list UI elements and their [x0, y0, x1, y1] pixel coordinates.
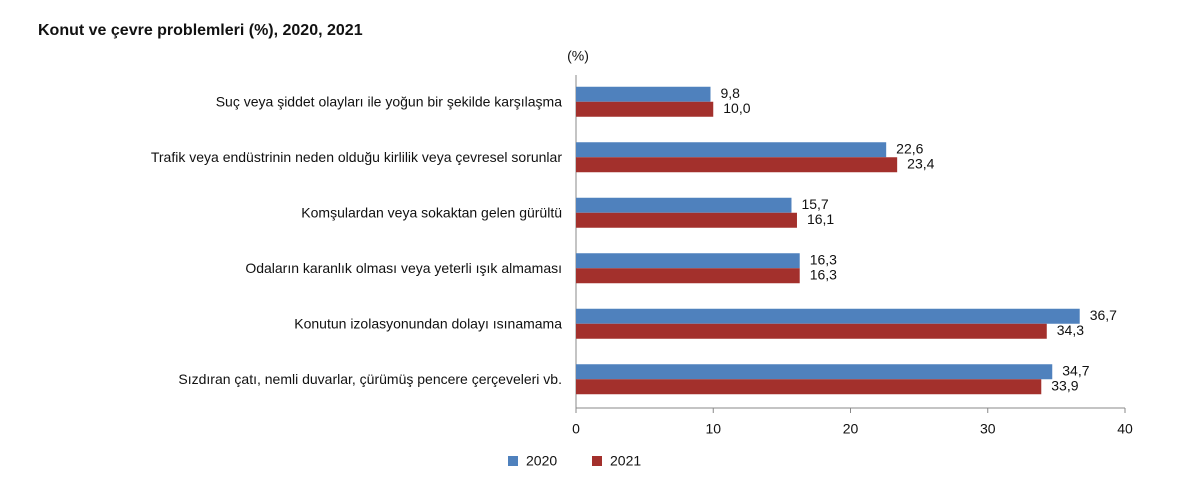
bar — [576, 268, 800, 284]
legend-label: 2021 — [610, 453, 641, 469]
legend-label: 2020 — [526, 453, 557, 469]
x-tick-label: 20 — [843, 421, 859, 437]
bar — [576, 101, 714, 117]
value-label: 9,8 — [721, 85, 741, 101]
bar — [576, 212, 797, 228]
x-tick-label: 40 — [1117, 421, 1133, 437]
bar — [576, 157, 898, 173]
value-label: 36,7 — [1090, 307, 1117, 323]
x-tick-label: 10 — [705, 421, 721, 437]
category-label: Komşulardan veya sokaktan gelen gürültü — [301, 204, 562, 220]
category-label: Sızdıran çatı, nemli duvarlar, çürümüş p… — [178, 371, 562, 387]
value-label: 23,4 — [907, 155, 934, 171]
value-label: 33,9 — [1051, 377, 1078, 393]
category-label: Konutun izolasyonundan dolayı ısınamama — [294, 315, 562, 331]
value-label: 22,6 — [896, 140, 923, 156]
value-label: 34,3 — [1057, 322, 1084, 338]
value-label: 16,3 — [810, 251, 837, 267]
value-label: 34,7 — [1062, 362, 1089, 378]
category-label: Trafik veya endüstrinin neden olduğu kir… — [151, 149, 562, 165]
x-tick-label: 0 — [572, 421, 580, 437]
category-label: Odaların karanlık olması veya yeterli ış… — [245, 260, 562, 276]
bar — [576, 197, 792, 213]
legend-swatch — [508, 456, 518, 466]
axis-label: (%) — [567, 48, 589, 64]
value-label: 15,7 — [801, 196, 828, 212]
value-label: 10,0 — [723, 100, 750, 116]
chart-title: Konut ve çevre problemleri (%), 2020, 20… — [38, 22, 363, 39]
bar — [576, 86, 711, 102]
bar — [576, 323, 1047, 339]
bar — [576, 364, 1053, 380]
bar — [576, 142, 887, 158]
bar — [576, 308, 1080, 324]
bar — [576, 253, 800, 269]
category-label: Suç veya şiddet olayları ile yoğun bir ş… — [216, 93, 562, 109]
bar — [576, 379, 1042, 395]
value-label: 16,1 — [807, 211, 834, 227]
x-tick-label: 30 — [980, 421, 996, 437]
legend-swatch — [592, 456, 602, 466]
value-label: 16,3 — [810, 266, 837, 282]
